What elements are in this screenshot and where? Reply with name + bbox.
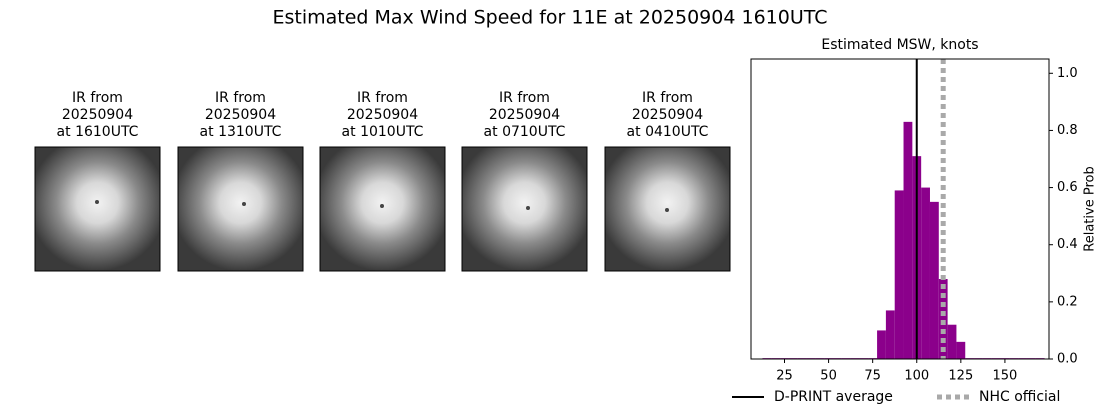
- y-tick-label: 0.2: [1057, 294, 1078, 309]
- panel-label: at 1310UTC: [200, 124, 282, 140]
- bar: [938, 279, 948, 359]
- y-tick-label: 0.8: [1057, 123, 1078, 138]
- satellite-image: [177, 146, 304, 272]
- y-tick-label: 0.4: [1057, 237, 1078, 252]
- storm-eye: [380, 204, 384, 208]
- panel-label: IR from: [215, 90, 266, 106]
- legend-label: D-PRINT average: [774, 389, 893, 405]
- satellite-image: [319, 146, 446, 272]
- bar: [903, 121, 913, 359]
- panel-label: at 1010UTC: [342, 124, 424, 140]
- y-tick-label: 0.6: [1057, 180, 1078, 195]
- plot-frame: [750, 58, 1050, 360]
- y-tick-label: 0.0: [1057, 352, 1078, 367]
- storm-eye: [95, 200, 99, 204]
- satellite-image: [34, 146, 161, 272]
- panel-label: IR from: [642, 90, 693, 106]
- bar: [929, 201, 939, 359]
- panel-label: at 0410UTC: [627, 124, 709, 140]
- x-tick-label: 50: [820, 369, 837, 384]
- storm-eye: [526, 206, 530, 210]
- panel-label: 20250904: [489, 107, 560, 123]
- y-tick-label: 1.0: [1057, 66, 1078, 81]
- bar: [947, 324, 957, 359]
- panel-label: 20250904: [62, 107, 133, 123]
- storm-eye: [665, 208, 669, 212]
- panel-label: 20250904: [347, 107, 418, 123]
- chart-title: Estimated MSW, knots: [821, 37, 978, 53]
- x-tick-label: 125: [948, 369, 973, 384]
- panel-label: IR from: [357, 90, 408, 106]
- panel-label: IR from: [72, 90, 123, 106]
- bar: [877, 330, 886, 359]
- panel-label: 20250904: [632, 107, 703, 123]
- x-tick-label: 100: [904, 369, 929, 384]
- panel-label: at 0710UTC: [484, 124, 566, 140]
- y-axis-label: Relative Prob: [1083, 166, 1098, 251]
- satellite-image: [461, 146, 588, 272]
- bar: [921, 187, 930, 359]
- bar: [894, 190, 904, 359]
- panel-label: 20250904: [205, 107, 276, 123]
- x-tick-label: 150: [993, 369, 1018, 384]
- figure-title: Estimated Max Wind Speed for 11E at 2025…: [272, 7, 827, 29]
- storm-eye: [242, 202, 246, 206]
- x-tick-label: 25: [776, 369, 793, 384]
- panel-label: at 1610UTC: [57, 124, 139, 140]
- x-tick-label: 75: [864, 369, 881, 384]
- bar: [885, 310, 895, 359]
- bar: [956, 341, 966, 359]
- legend-label: NHC official: [979, 389, 1060, 405]
- panel-label: IR from: [499, 90, 550, 106]
